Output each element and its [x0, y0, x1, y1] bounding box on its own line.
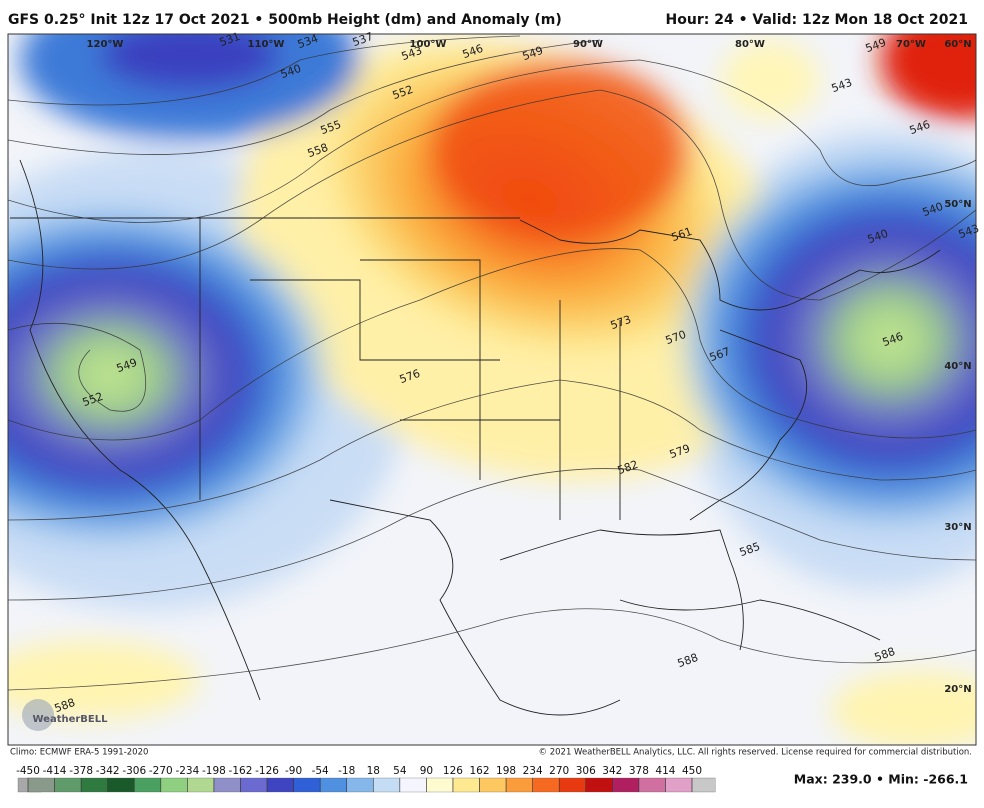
map	[8, 34, 976, 745]
colorbar-tick-label: -198	[202, 765, 226, 777]
colorbar-tick-label: 306	[576, 765, 596, 777]
colorbar-swatch	[266, 777, 294, 793]
colorbar-tick-label: -342	[96, 765, 120, 777]
colorbar-swatch	[399, 777, 427, 793]
longitude-label: 110°W	[248, 39, 285, 50]
colorbar-swatch	[107, 777, 135, 793]
latitude-label: 30°N	[944, 522, 971, 533]
colorbar-swatch	[373, 777, 400, 793]
colorbar-tick-label: -234	[175, 765, 199, 777]
colorbar-swatch	[293, 777, 321, 793]
longitude-label: 100°W	[410, 39, 447, 50]
colorbar-tick-label: -378	[69, 765, 93, 777]
colorbar-tick-label: 90	[420, 765, 433, 777]
colorbar-swatch	[54, 777, 82, 793]
colorbar-swatch	[559, 777, 586, 793]
logo-icon	[22, 699, 54, 731]
colorbar-tick-label: -414	[43, 765, 67, 777]
colorbar-swatch	[320, 777, 347, 793]
map-frame	[7, 33, 977, 746]
colorbar-tick-label: 342	[602, 765, 622, 777]
colorbar-swatch	[638, 777, 666, 793]
colorbar-tick-label: 198	[496, 765, 516, 777]
climo-note: Climo: ECMWF ERA-5 1991-2020	[10, 748, 148, 758]
copyright: © 2021 WeatherBELL Analytics, LLC. All r…	[539, 748, 972, 758]
longitude-label: 80°W	[735, 39, 765, 50]
valid-time: Hour: 24 • Valid: 12z Mon 18 Oct 2021	[666, 12, 968, 28]
colorbar-tick-label: 54	[393, 765, 407, 777]
colorbar-swatch	[346, 777, 374, 793]
colorbar-swatch	[585, 777, 613, 793]
colorbar-swatch	[27, 777, 55, 793]
colorbar-tick-label: 270	[549, 765, 569, 777]
colorbar-swatch	[691, 777, 716, 793]
colorbar-tick-label: -90	[285, 765, 302, 777]
colorbar-swatch	[479, 777, 507, 793]
colorbar-tick-label: -18	[338, 765, 355, 777]
colorbar-swatch	[134, 777, 161, 793]
colorbar-swatch	[505, 777, 533, 793]
colorbar-tick-label: -270	[149, 765, 173, 777]
colorbar-tick-label: 450	[682, 765, 702, 777]
latitude-label: 20°N	[944, 684, 971, 695]
colorbar-tick-label: -450	[16, 765, 40, 777]
colorbar-swatch	[187, 777, 215, 793]
colorbar-swatch	[160, 777, 188, 793]
colorbar-swatch	[80, 777, 108, 793]
latitude-label: 40°N	[944, 361, 971, 372]
title: GFS 0.25° Init 12z 17 Oct 2021 • 500mb H…	[8, 12, 562, 28]
longitude-label: 70°W	[896, 39, 926, 50]
colorbar-swatch	[426, 777, 454, 793]
colorbar-tick-label: -126	[255, 765, 279, 777]
colorbar-swatch	[612, 777, 640, 793]
longitude-label: 60°N	[944, 39, 971, 50]
latitude-label: 50°N	[944, 199, 971, 210]
colorbar-swatch	[532, 777, 560, 793]
extremes: Max: 239.0 • Min: -266.1	[794, 772, 968, 787]
colorbar-tick-label: -54	[312, 765, 329, 777]
colorbar-swatch	[213, 777, 241, 793]
colorbar-tick-label: 18	[367, 765, 380, 777]
colorbar-swatch	[665, 777, 693, 793]
colorbar-swatch	[240, 777, 268, 793]
colorbar-tick-label: -162	[229, 765, 253, 777]
logo: WeatherBELL	[32, 714, 108, 725]
colorbar-tick-label: 378	[629, 765, 649, 777]
colorbar-tick-label: 162	[469, 765, 489, 777]
colorbar-tick-label: 414	[655, 765, 675, 777]
colorbar-tick-label: -306	[122, 765, 146, 777]
colorbar-tick-label: 234	[523, 765, 543, 777]
colorbar-tick-label: 126	[443, 765, 463, 777]
colorbar-swatch	[452, 777, 480, 793]
longitude-label: 120°W	[87, 39, 124, 50]
longitude-label: 90°W	[573, 39, 603, 50]
